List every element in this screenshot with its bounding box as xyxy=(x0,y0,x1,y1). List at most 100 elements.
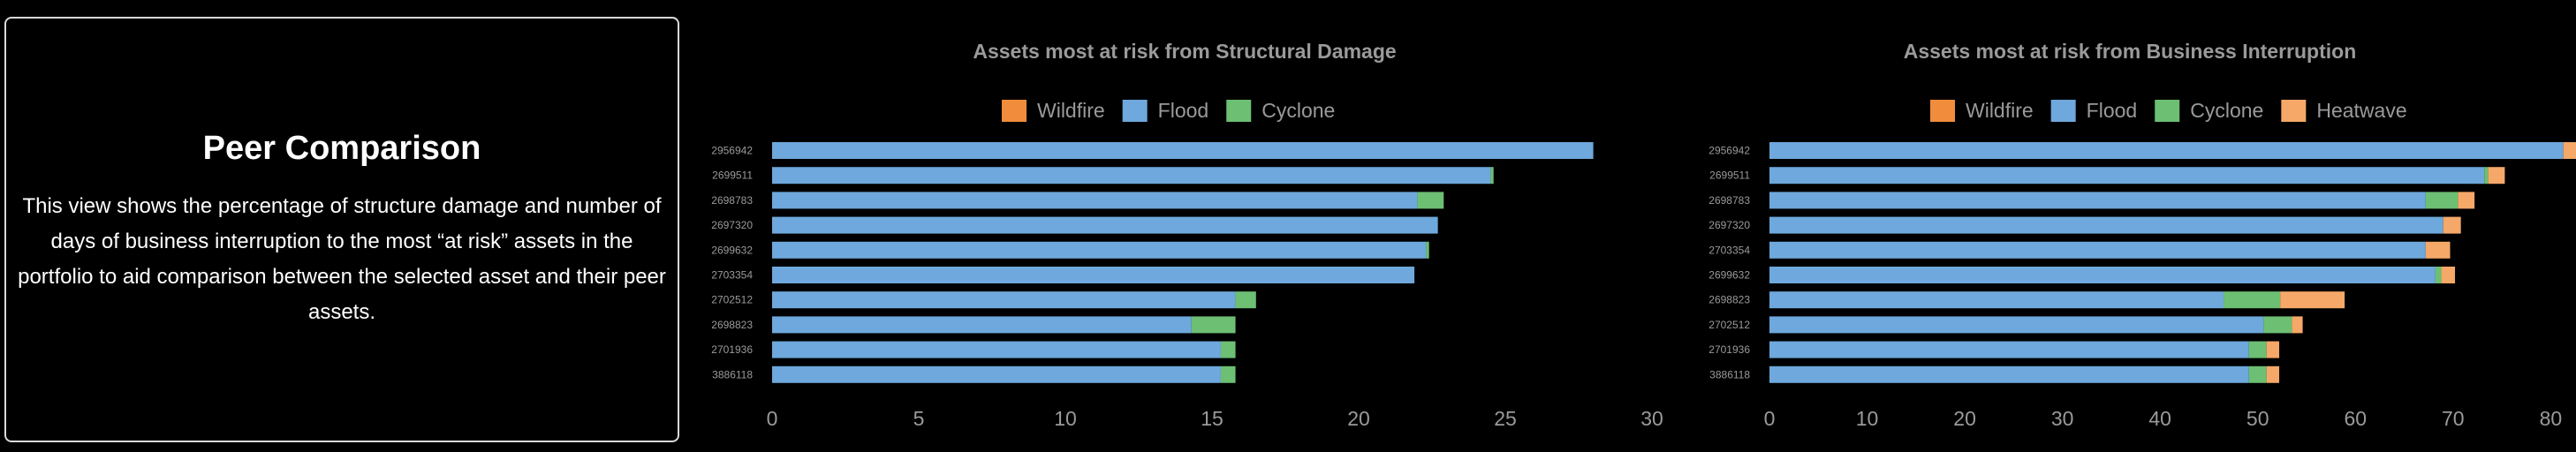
bar-heatwave xyxy=(2266,341,2280,358)
x-tick-label: 50 xyxy=(2246,407,2269,430)
x-tick-label: 5 xyxy=(913,407,925,430)
category-label: 2699632 xyxy=(1708,269,1750,282)
bar-heatwave xyxy=(2292,316,2303,334)
legend-swatch-flood xyxy=(1122,100,1148,122)
bar-flood xyxy=(772,241,1427,259)
x-tick-label: 15 xyxy=(1201,407,1224,430)
x-tick-label: 10 xyxy=(1856,407,1879,430)
bar-flood xyxy=(1769,192,2426,209)
legend-swatch-cyclone xyxy=(1226,100,1252,122)
bar-cyclone xyxy=(1490,167,1494,185)
category-label: 2703354 xyxy=(711,269,753,282)
info-title: Peer Comparison xyxy=(202,129,481,167)
x-tick-label: 25 xyxy=(1494,407,1517,430)
legend-swatch-flood xyxy=(2050,100,2076,122)
legend-item-cyclone: Cyclone xyxy=(1226,99,1335,122)
legend-label-wildfire: Wildfire xyxy=(1966,99,2034,122)
x-tick-label: 80 xyxy=(2540,407,2563,430)
bar-flood xyxy=(1769,365,2249,383)
chart-title: Assets most at risk from Structural Dama… xyxy=(973,40,1396,63)
x-tick-label: 30 xyxy=(2051,407,2074,430)
bar-heatwave xyxy=(2441,267,2456,283)
category-label: 2699632 xyxy=(711,244,753,256)
bar-flood xyxy=(772,192,1418,209)
bar-flood xyxy=(772,216,1438,234)
legend-swatch-heatwave xyxy=(2281,100,2307,122)
category-label: 3886118 xyxy=(1709,368,1750,380)
bar-cyclone xyxy=(1191,316,1236,334)
category-label: 2701936 xyxy=(711,343,753,356)
legend-label-cyclone: Cyclone xyxy=(2190,99,2263,122)
bar-flood xyxy=(1769,291,2224,309)
x-tick-label: 20 xyxy=(1347,407,1370,430)
legend-label-flood: Flood xyxy=(2087,99,2138,122)
category-label: 2956942 xyxy=(1708,145,1750,157)
legend-swatch-wildfire xyxy=(1002,100,1027,122)
x-tick-label: 0 xyxy=(1764,407,1776,430)
chart-legend: Wildfire Flood Cyclone Heatwave xyxy=(1930,99,2407,122)
bar-flood xyxy=(1769,341,2249,358)
x-tick-label: 40 xyxy=(2148,407,2171,430)
bar-flood xyxy=(1769,267,2436,283)
bar-flood xyxy=(772,167,1491,185)
category-label: 3886118 xyxy=(712,368,753,380)
bar-heatwave xyxy=(2443,216,2461,234)
bar-heatwave xyxy=(2425,241,2451,259)
legend-item-wildfire: Wildfire xyxy=(1930,99,2034,122)
bar-cyclone xyxy=(1426,241,1429,259)
bar-flood xyxy=(772,291,1236,309)
bar-cyclone xyxy=(2224,291,2281,309)
bar-cyclone xyxy=(1220,341,1236,358)
category-label: 2702512 xyxy=(1708,319,1750,331)
category-label: 2697320 xyxy=(1708,219,1750,231)
bar-heatwave xyxy=(2458,192,2475,209)
bar-heatwave xyxy=(2488,167,2505,185)
bar-cyclone xyxy=(2248,365,2267,383)
bar-heatwave xyxy=(2280,291,2345,309)
category-label: 2698823 xyxy=(1708,294,1750,306)
x-tick-label: 20 xyxy=(1953,407,1976,430)
category-label: 2956942 xyxy=(711,145,753,157)
category-label: 2699511 xyxy=(1709,170,1750,182)
legend-label-wildfire: Wildfire xyxy=(1037,99,1105,122)
bar-cyclone xyxy=(2484,167,2489,185)
x-tick-label: 30 xyxy=(1640,407,1663,430)
x-tick-label: 10 xyxy=(1054,407,1077,430)
chart-title: Assets most at risk from Business Interr… xyxy=(1904,40,2357,63)
legend-item-cyclone: Cyclone xyxy=(2155,99,2263,122)
bar-flood xyxy=(772,365,1221,383)
legend-label-cyclone: Cyclone xyxy=(1261,99,1335,122)
legend-item-flood: Flood xyxy=(2050,99,2138,122)
category-label: 2698823 xyxy=(711,319,753,331)
bar-flood xyxy=(1769,241,2426,259)
x-tick-label: 60 xyxy=(2344,407,2367,430)
business-interruption-chart: Assets most at risk from Business Interr… xyxy=(1708,40,2576,430)
bar-flood xyxy=(772,267,1415,283)
bar-flood xyxy=(772,142,1594,159)
bar-heatwave xyxy=(2266,365,2280,383)
x-tick-label: 0 xyxy=(767,407,778,430)
chart-legend: Wildfire Flood Cyclone xyxy=(1002,99,1335,122)
category-label: 2698783 xyxy=(1708,194,1750,207)
legend-item-flood: Flood xyxy=(1122,99,1209,122)
category-label: 2699511 xyxy=(712,170,753,182)
x-tick-label: 70 xyxy=(2442,407,2465,430)
category-label: 2697320 xyxy=(711,219,753,231)
bar-flood xyxy=(1769,216,2443,234)
legend-label-heatwave: Heatwave xyxy=(2316,99,2406,122)
structural-damage-chart: Assets most at risk from Structural Dama… xyxy=(711,40,1663,430)
bar-flood xyxy=(772,341,1221,358)
legend-label-flood: Flood xyxy=(1158,99,1209,122)
bar-cyclone xyxy=(2425,192,2459,209)
bar-cyclone xyxy=(2435,267,2442,283)
bar-heatwave xyxy=(2563,142,2576,159)
legend-item-heatwave: Heatwave xyxy=(2281,99,2407,122)
bar-cyclone xyxy=(1417,192,1444,209)
category-label: 2698783 xyxy=(711,194,753,207)
bar-flood xyxy=(1769,316,2264,334)
legend-item-wildfire: Wildfire xyxy=(1002,99,1105,122)
legend-swatch-cyclone xyxy=(2155,100,2180,122)
peer-comparison-card: Peer Comparison This view shows the perc… xyxy=(4,17,679,442)
legend-swatch-wildfire xyxy=(1930,100,1955,122)
bar-flood xyxy=(1769,142,2564,159)
